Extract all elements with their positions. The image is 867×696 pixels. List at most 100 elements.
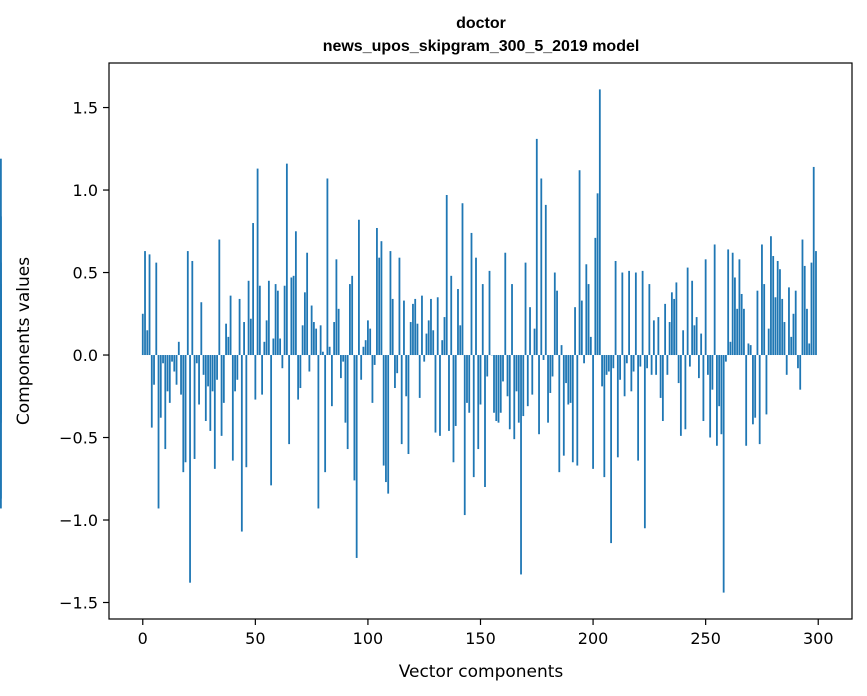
bar-111 — [391, 298, 394, 356]
bar-256 — [718, 355, 721, 407]
bar-41 — [234, 355, 236, 392]
y-axis-ticks: −1.5 −1.0 −0.5 0.0 0.5 1.0 1.5 — [59, 99, 109, 613]
bar-227 — [652, 320, 655, 356]
bar-156 — [493, 355, 495, 413]
bar-169 — [522, 355, 525, 417]
bar-179 — [544, 204, 547, 356]
bar-298 — [812, 166, 815, 356]
bar-292 — [799, 355, 802, 390]
bar-277 — [765, 355, 768, 415]
bar-266 — [740, 293, 743, 356]
bar-289 — [792, 313, 795, 356]
bar-293 — [801, 239, 804, 356]
bar-263 — [734, 277, 736, 356]
bar-157 — [495, 355, 498, 422]
bar-143 — [463, 355, 466, 516]
bar-110 — [389, 251, 392, 356]
bar-31 — [211, 355, 214, 392]
bar-16 — [177, 341, 180, 356]
bar-103 — [373, 355, 376, 365]
bar-77 — [315, 328, 318, 356]
bar-218 — [632, 355, 635, 372]
bar-40 — [231, 355, 234, 461]
bar-288 — [790, 336, 793, 356]
bar-50 — [254, 355, 257, 400]
bar-161 — [504, 252, 507, 356]
bar-204 — [601, 355, 603, 387]
bar-98 — [362, 346, 365, 356]
bar-162 — [506, 355, 509, 397]
bar-174 — [533, 328, 536, 356]
bar-60 — [276, 290, 279, 356]
bar-32 — [213, 355, 216, 469]
bar-220 — [637, 355, 640, 461]
bar-5 — [153, 355, 155, 385]
bar-68 — [294, 231, 297, 356]
bar-2 — [146, 330, 149, 356]
bar-48 — [249, 318, 252, 356]
bar-83 — [328, 346, 331, 356]
bar-182 — [551, 355, 554, 377]
bar-123 — [418, 355, 421, 398]
bar-217 — [630, 355, 633, 392]
bar-297 — [810, 262, 813, 356]
bar-208 — [610, 355, 612, 544]
bar-254 — [713, 244, 716, 356]
bar-187 — [562, 355, 565, 456]
bar-224 — [646, 355, 649, 369]
chart-title-line1: doctor — [456, 15, 506, 32]
bar-58 — [272, 338, 275, 356]
bar-82 — [326, 178, 329, 356]
bar-109 — [387, 355, 390, 494]
bar-30 — [209, 355, 212, 431]
bar-184 — [556, 290, 558, 356]
x-tick-label-50: 50 — [245, 629, 265, 648]
bar-245 — [693, 325, 696, 356]
bar-72 — [303, 292, 306, 356]
bar-54 — [263, 341, 266, 356]
bar-172 — [529, 307, 531, 356]
bar-73 — [306, 252, 309, 356]
bar-105 — [378, 257, 381, 356]
bar-4 — [150, 355, 153, 428]
x-axis-ticks: 0 50 100 150 200 250 300 — [138, 619, 834, 648]
bar-248 — [700, 333, 703, 356]
bar-71 — [301, 325, 304, 356]
bar-25 — [198, 355, 200, 405]
bar-18 — [182, 355, 185, 473]
bar-213 — [621, 272, 624, 356]
bar-38 — [227, 336, 230, 356]
bar-205 — [603, 355, 606, 478]
bar-160 — [502, 355, 504, 382]
bar-46 — [245, 355, 248, 468]
bar-34 — [218, 239, 221, 356]
bar-219 — [634, 272, 637, 356]
bar-265 — [738, 259, 741, 356]
bar-67 — [292, 275, 295, 356]
bar-233 — [666, 355, 669, 375]
bar-268 — [745, 355, 748, 446]
bar-125 — [423, 355, 426, 362]
bar-320 — [0, 355, 2, 499]
bar-215 — [625, 355, 628, 364]
bar-92 — [349, 284, 351, 356]
bar-295 — [806, 308, 808, 356]
bar-291 — [797, 355, 799, 369]
bar-259 — [725, 355, 727, 362]
bar-175 — [535, 138, 538, 356]
bar-332 — [0, 355, 2, 408]
bar-21 — [189, 355, 191, 583]
bar-225 — [648, 284, 651, 356]
bar-246 — [695, 317, 698, 356]
bar-294 — [803, 265, 806, 356]
y-tick-label-6: 1.5 — [73, 99, 98, 118]
bar-193 — [576, 355, 579, 466]
bar-27 — [202, 355, 205, 375]
bar-191 — [571, 355, 574, 463]
bar-146 — [470, 232, 473, 356]
bar-112 — [394, 355, 396, 389]
bar-10 — [164, 355, 167, 450]
bar-80 — [321, 351, 324, 356]
x-tick-label-150: 150 — [465, 629, 496, 648]
bar-251 — [707, 355, 709, 375]
